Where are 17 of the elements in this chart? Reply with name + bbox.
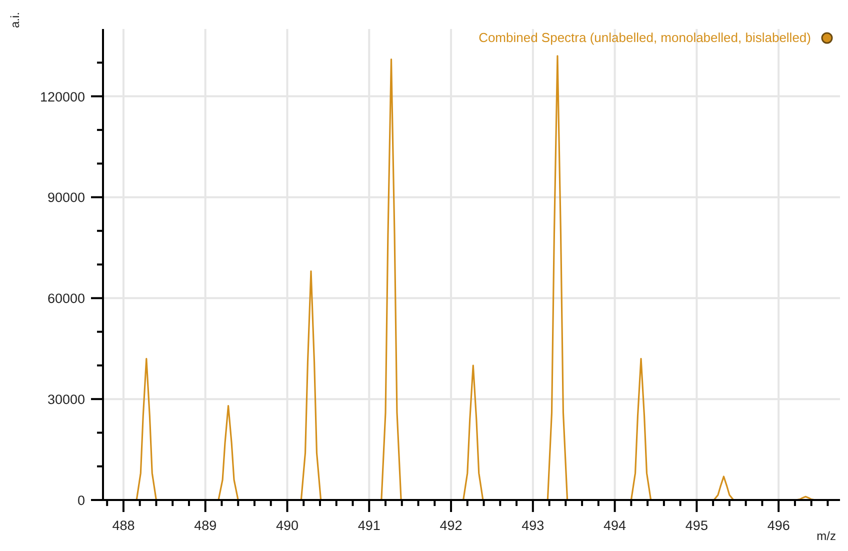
y-tick-label: 30000 [47, 392, 85, 408]
legend-label: Combined Spectra (unlabelled, monolabelled, bislabelled) [478, 30, 811, 45]
x-tick-label: 492 [440, 518, 462, 533]
x-tick-label: 493 [522, 518, 544, 533]
y-tick-label: 60000 [47, 291, 85, 306]
y-axis-title: a.i. [8, 12, 22, 28]
x-tick-label: 488 [112, 518, 135, 533]
x-tick-label: 489 [194, 518, 217, 533]
x-tick-label: 494 [604, 518, 627, 533]
x-tick-label: 490 [276, 518, 299, 533]
x-tick-label: 496 [767, 518, 790, 533]
y-tick-label: 90000 [47, 190, 85, 206]
y-tick-label: 120000 [40, 89, 85, 104]
x-tick-label: 491 [358, 518, 380, 533]
x-axis-title: m/z [816, 529, 836, 543]
x-tick-label: 495 [685, 518, 708, 533]
y-tick-label: 0 [77, 493, 85, 508]
